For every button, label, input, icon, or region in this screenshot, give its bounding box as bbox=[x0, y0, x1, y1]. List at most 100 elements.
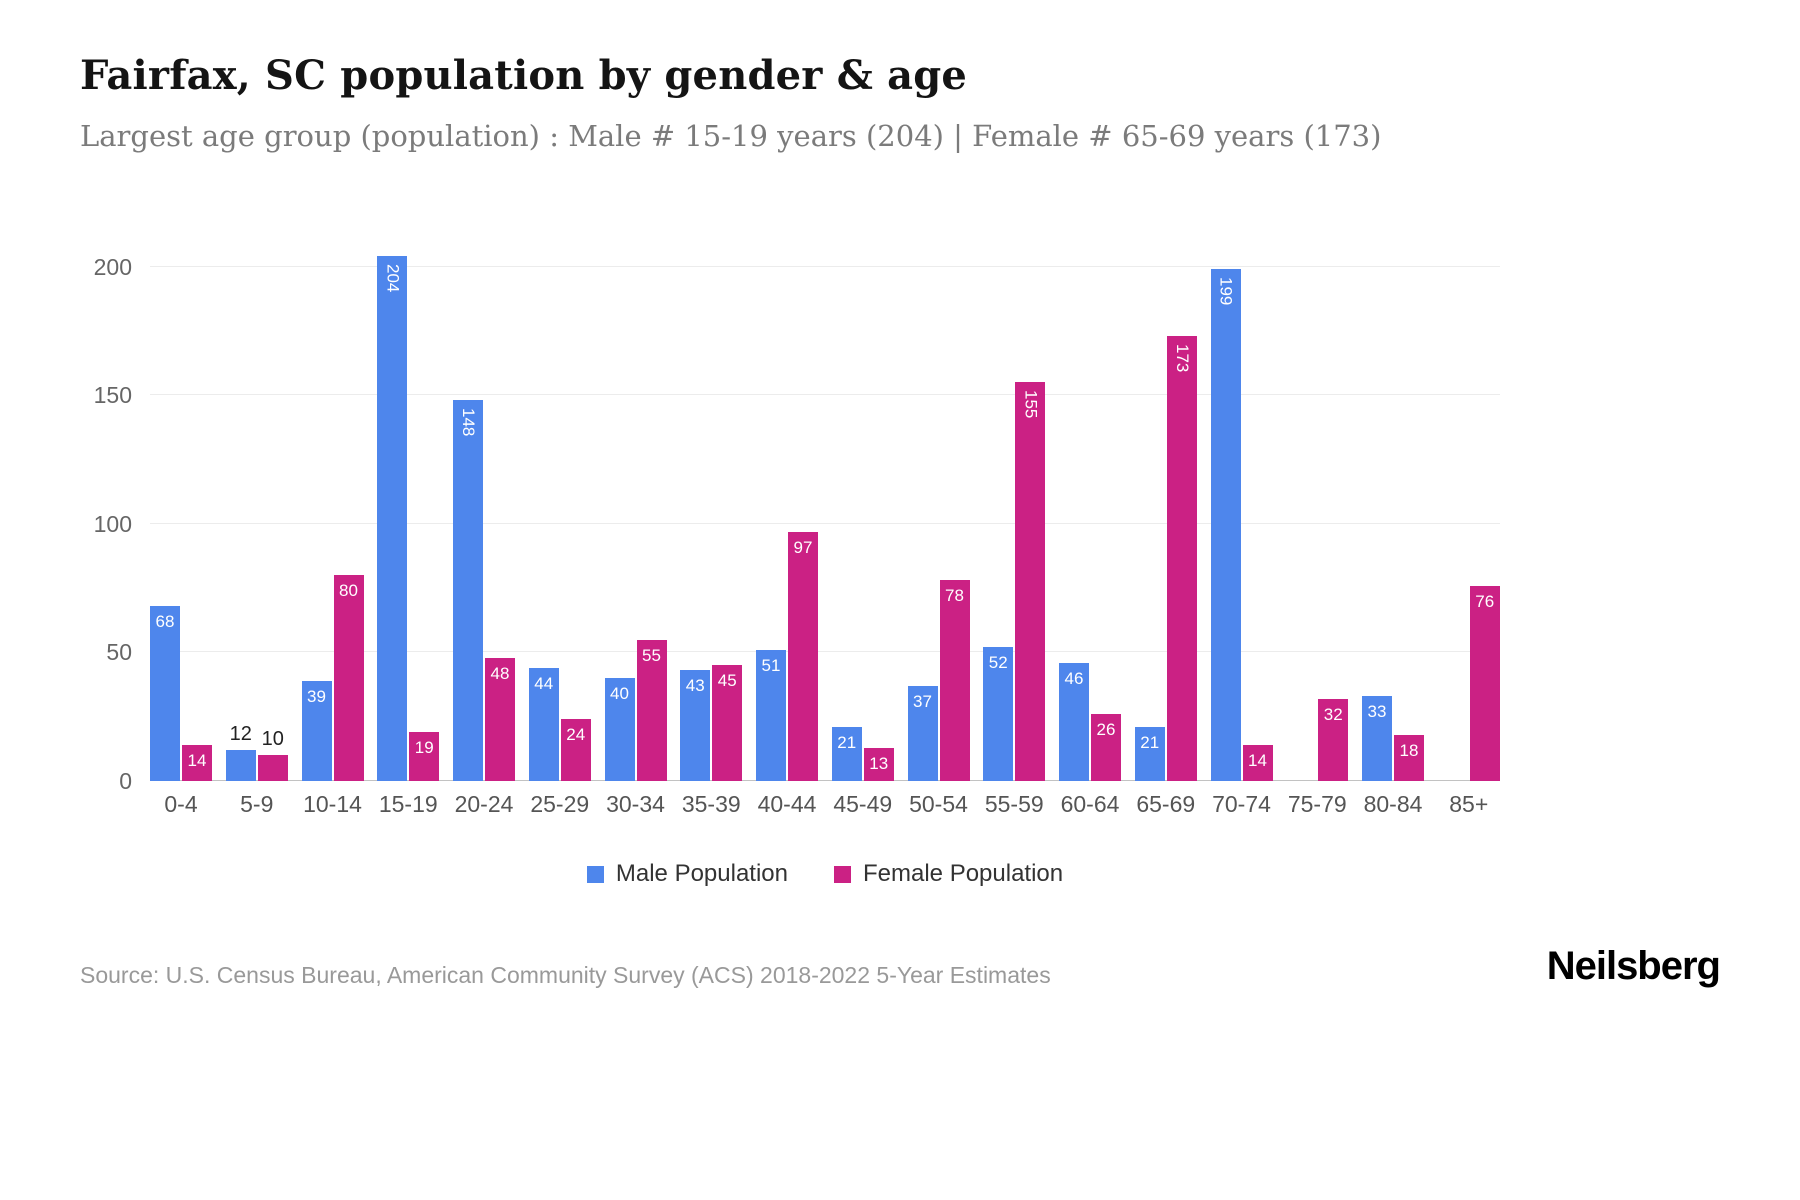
chart-title: Fairfax, SC population by gender & age bbox=[80, 52, 968, 99]
x-tick-label-85+: 85+ bbox=[1449, 791, 1489, 817]
y-tick-label-100: 100 bbox=[93, 510, 132, 537]
y-tick-label-0: 0 bbox=[119, 768, 132, 794]
bar-value-label: 14 bbox=[1248, 751, 1267, 770]
bar-male-35-39: 43 bbox=[680, 670, 711, 781]
y-tick-label-200: 200 bbox=[93, 253, 132, 280]
bar-female-60-64: 26 bbox=[1091, 714, 1121, 781]
bar-group-30-34: 40 55 bbox=[604, 241, 667, 781]
chart-subtitle: Largest age group (population) : Male # … bbox=[80, 119, 1382, 153]
bar-value-label: 51 bbox=[761, 655, 781, 675]
y-tick-label-50: 50 bbox=[106, 639, 132, 666]
bar-female-25-29: 24 bbox=[560, 719, 591, 781]
x-tick-label-55-59: 55-59 bbox=[984, 791, 1044, 817]
bar-group-10-14: 39 80 bbox=[301, 241, 364, 781]
bar-group-25-29: 44 24 bbox=[528, 241, 591, 781]
bar-value-label: 18 bbox=[1399, 740, 1419, 760]
bars-row: 68 14 12 10 39 80 204 19 148 48 44 24 40 55 43 45 51 97 21… bbox=[150, 241, 1500, 781]
bar-value-label: 68 bbox=[155, 612, 175, 632]
bar-male-60-64: 46 bbox=[1059, 662, 1089, 781]
x-tick-label-10-14: 10-14 bbox=[303, 791, 362, 817]
bar-value-label: 148 bbox=[459, 408, 478, 437]
x-tick-label-15-19: 15-19 bbox=[378, 791, 438, 817]
bar-female-70-74: 14 bbox=[1242, 745, 1273, 781]
bar-female-20-24: 48 bbox=[485, 657, 515, 781]
bar-group-85+: 76 bbox=[1438, 241, 1500, 781]
bar-group-5-9: 12 10 bbox=[225, 241, 288, 781]
chart-footer: Source: U.S. Census Bureau, American Com… bbox=[80, 944, 1721, 989]
bar-group-50-54: 37 78 bbox=[907, 241, 970, 781]
bar-value-label: 26 bbox=[1096, 720, 1116, 740]
bar-value-label: 37 bbox=[913, 691, 932, 711]
bar-male-40-44: 51 bbox=[756, 649, 786, 781]
x-tick-label-50-54: 50-54 bbox=[909, 791, 968, 817]
x-tick-label-60-64: 60-64 bbox=[1060, 791, 1120, 817]
bar-value-label: 44 bbox=[534, 673, 554, 693]
legend-item-male: Male Population bbox=[586, 860, 788, 888]
bar-value-label: 13 bbox=[869, 753, 889, 773]
bar-male-15-19: 204 bbox=[377, 256, 408, 781]
gridline-y-100 bbox=[150, 522, 1500, 524]
x-tick-label-80-84: 80-84 bbox=[1363, 791, 1423, 817]
bar-female-45-49: 13 bbox=[863, 747, 894, 781]
gridline-y-150 bbox=[150, 394, 1500, 396]
bar-female-40-44: 97 bbox=[788, 531, 818, 781]
bar-value-label: 32 bbox=[1323, 704, 1343, 724]
x-tick-label-0-4: 0-4 bbox=[164, 791, 198, 817]
bar-value-label: 78 bbox=[945, 586, 964, 606]
bar-value-label: 173 bbox=[1172, 344, 1192, 373]
bar-group-45-49: 21 13 bbox=[831, 241, 894, 781]
bar-male-25-29: 44 bbox=[528, 667, 559, 781]
bar-value-label: 40 bbox=[610, 684, 629, 704]
legend-swatch-male bbox=[586, 865, 604, 883]
bar-male-65-69: 21 bbox=[1134, 727, 1165, 781]
bar-female-5-9: 10 bbox=[257, 728, 288, 781]
bar-value-label: 33 bbox=[1367, 702, 1387, 722]
bar-male-0-4: 68 bbox=[150, 606, 180, 781]
bar-female-10-14: 80 bbox=[333, 575, 364, 781]
bar-group-20-24: 148 48 bbox=[453, 241, 515, 781]
bar-group-35-39: 43 45 bbox=[680, 241, 743, 781]
bar-group-70-74: 199 14 bbox=[1210, 241, 1273, 781]
x-axis: 0-4 5-9 10-14 15-19 20-24 25-29 30-34 35-39 40-4… bbox=[150, 791, 1500, 818]
bar-value-label: 21 bbox=[837, 733, 857, 752]
bar-male-80-84: 33 bbox=[1362, 696, 1392, 781]
bar-value-label: 45 bbox=[717, 671, 737, 691]
legend-label: Female Population bbox=[863, 860, 1064, 887]
y-tick-label-150: 150 bbox=[93, 382, 132, 409]
bar-male-5-9: 12 bbox=[225, 723, 256, 781]
bar-value-label: 21 bbox=[1140, 733, 1160, 752]
bar-value-label: 155 bbox=[1021, 390, 1041, 419]
bar-group-15-19: 204 19 bbox=[377, 241, 440, 781]
bar-female-55-59: 155 bbox=[1015, 382, 1046, 781]
bar-male-70-74: 199 bbox=[1210, 269, 1241, 781]
legend-swatch-female bbox=[834, 865, 851, 883]
bar-value-label: 204 bbox=[383, 264, 403, 293]
bar-male-10-14: 39 bbox=[301, 680, 332, 781]
bar-female-30-34: 55 bbox=[636, 639, 667, 781]
bar-value-label: 52 bbox=[988, 653, 1008, 673]
bar-female-15-19: 19 bbox=[409, 732, 440, 781]
bar-value-label: 43 bbox=[685, 676, 705, 696]
bar-female-0-4: 14 bbox=[182, 745, 212, 781]
plot-area: 0 50 100 150 200 68 14 12 10 39 80 204 19 148 48 44 24 40… bbox=[94, 241, 1500, 793]
bar-male-45-49: 21 bbox=[831, 727, 862, 781]
bar-female-35-39: 45 bbox=[712, 665, 743, 781]
bar-value-label: 48 bbox=[490, 663, 510, 683]
x-tick-label-25-29: 25-29 bbox=[530, 791, 590, 817]
bar-female-65-69: 173 bbox=[1166, 336, 1197, 781]
gridline-y-0 bbox=[150, 780, 1500, 781]
source-text: Source: U.S. Census Bureau, American Com… bbox=[80, 962, 1051, 988]
bar-male-30-34: 40 bbox=[604, 678, 635, 781]
gridline-y-200 bbox=[150, 265, 1500, 267]
bar-value-label: 46 bbox=[1064, 668, 1084, 688]
bar-group-0-4: 68 14 bbox=[150, 241, 212, 781]
bar-value-label: 76 bbox=[1475, 591, 1495, 611]
x-tick-label-20-24: 20-24 bbox=[454, 791, 514, 817]
x-tick-label-70-74: 70-74 bbox=[1212, 791, 1271, 817]
bar-female-85+: 76 bbox=[1469, 585, 1500, 781]
bar-group-65-69: 21 173 bbox=[1134, 241, 1197, 781]
x-tick-label-75-79: 75-79 bbox=[1287, 791, 1347, 817]
bar-group-40-44: 51 97 bbox=[756, 241, 818, 781]
x-tick-label-40-44: 40-44 bbox=[757, 791, 817, 817]
